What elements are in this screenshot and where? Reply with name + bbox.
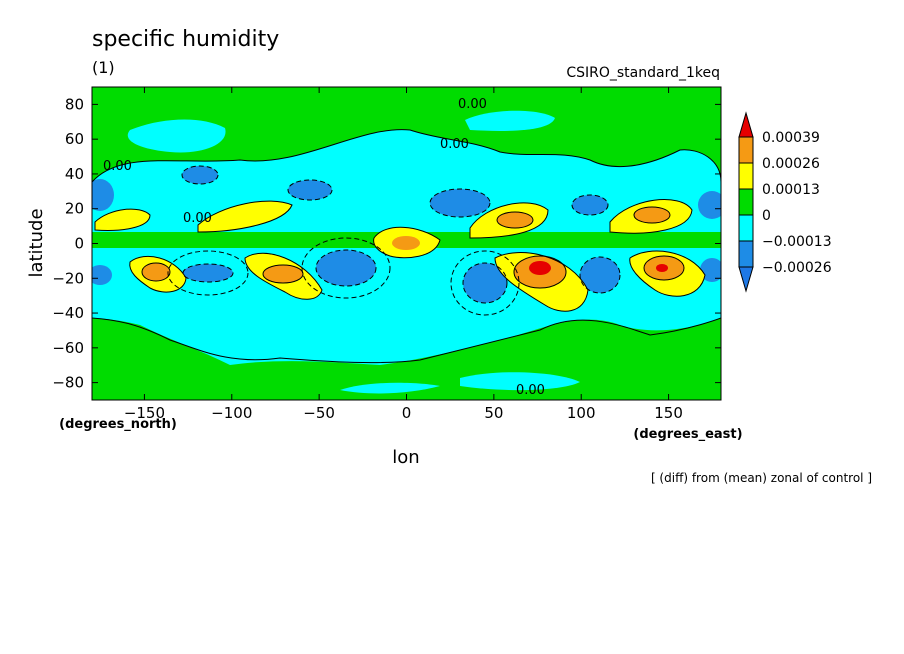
neg-blob-4 xyxy=(580,257,620,293)
neg-region-south-mid xyxy=(340,382,440,394)
pos-max-1 xyxy=(529,261,551,275)
colorbar-label: 0.00013 xyxy=(762,182,820,198)
pos-core-1 xyxy=(142,263,170,281)
colorbar-label: 0 xyxy=(762,208,771,224)
contour-label: 0.00 xyxy=(103,159,132,174)
neg-blob-11 xyxy=(92,265,112,285)
neg-blob-9 xyxy=(92,179,114,211)
neg-blob-6 xyxy=(182,166,218,184)
colorbar-label: −0.00026 xyxy=(762,260,832,276)
neg-region-south-east xyxy=(460,372,580,391)
x-tick-label: −100 xyxy=(211,404,252,422)
neg-region-northeast xyxy=(465,110,555,131)
pos-blob-2 xyxy=(198,201,292,232)
contour-labels: 0.00 0.00 0.00 0.00 0.00 xyxy=(103,97,545,398)
y-tick-label: −80 xyxy=(52,374,84,392)
colorbar-swatch xyxy=(738,136,754,164)
x-units-label: (degrees_east) xyxy=(633,427,742,442)
colorbar-top-arrow xyxy=(738,111,754,138)
x-axis: −150 −100 −50 0 50 100 150 xyxy=(124,87,683,422)
colorbar-swatch xyxy=(738,240,754,268)
x-tick-label: 0 xyxy=(402,404,412,422)
y-axis-title: latitude xyxy=(26,208,47,277)
x-tick-label: 50 xyxy=(484,404,503,422)
neg-blob-5 xyxy=(430,189,490,217)
experiment-label: CSIRO_standard_1keq xyxy=(566,65,720,81)
pos-core-4 xyxy=(497,212,533,228)
y-units-label: (degrees_north) xyxy=(59,417,177,432)
neg-blob-8 xyxy=(572,195,608,215)
x-tick-label: 100 xyxy=(567,404,596,422)
neg-blob-7 xyxy=(288,180,332,200)
neg-blob-10 xyxy=(698,191,721,219)
colorbar-swatch xyxy=(738,188,754,216)
pos-core-2 xyxy=(263,265,303,283)
colorbar-label: 0.00026 xyxy=(762,156,820,172)
neg-region-northwest xyxy=(127,119,226,153)
y-tick-label: −40 xyxy=(52,304,84,322)
y-tick-label: 0 xyxy=(74,235,84,253)
pos-core-6 xyxy=(634,207,670,223)
contour-label: 0.00 xyxy=(458,97,487,112)
colorbar-bottom-arrow xyxy=(738,266,754,293)
x-tick-label: −150 xyxy=(124,404,165,422)
neg-blob-2 xyxy=(316,250,376,286)
y-tick-label: 40 xyxy=(65,165,84,183)
contour-label: 0.00 xyxy=(183,211,212,226)
colorbar: 0.00039 0.00026 0.00013 0 −0.00013 −0.00026 xyxy=(738,111,832,293)
contour-label: 0.00 xyxy=(440,137,469,152)
chart-subtitle: (1) xyxy=(92,58,115,77)
x-tick-label: −50 xyxy=(303,404,335,422)
chart-title: specific humidity xyxy=(92,27,279,52)
y-tick-label: −20 xyxy=(52,269,84,287)
contour-field xyxy=(92,87,721,400)
colorbar-label: −0.00013 xyxy=(762,234,832,250)
neg-blob-1 xyxy=(183,264,233,282)
contour-label: 0.00 xyxy=(516,383,545,398)
y-axis: −80 −60 −40 −20 0 20 40 60 80 xyxy=(52,95,721,392)
colorbar-swatch xyxy=(738,214,754,242)
pos-blob-1 xyxy=(95,209,150,231)
pos-core-3 xyxy=(392,236,420,250)
pos-max-2 xyxy=(656,264,668,272)
neg-blob-3 xyxy=(463,263,507,303)
footnote: [ (diff) from (mean) zonal of control ] xyxy=(651,471,872,485)
y-tick-label: 80 xyxy=(65,95,84,113)
colorbar-swatch xyxy=(738,162,754,190)
colorbar-label: 0.00039 xyxy=(762,130,820,146)
x-tick-label: 150 xyxy=(654,404,683,422)
x-axis-title: lon xyxy=(392,447,419,468)
y-tick-label: 20 xyxy=(65,200,84,218)
y-tick-label: −60 xyxy=(52,339,84,357)
y-tick-label: 60 xyxy=(65,130,84,148)
